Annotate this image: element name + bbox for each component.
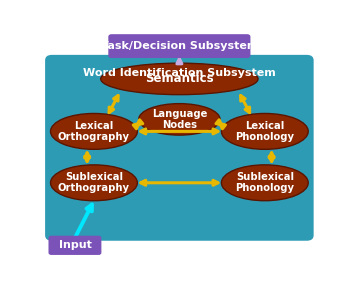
Text: Word Identification Subsystem: Word Identification Subsystem [83, 68, 276, 78]
Ellipse shape [50, 165, 137, 201]
Text: Lexical
Phonology: Lexical Phonology [235, 121, 294, 142]
Ellipse shape [139, 104, 220, 135]
Ellipse shape [50, 114, 137, 149]
Text: Sublexical
Phonology: Sublexical Phonology [235, 172, 294, 193]
Text: Task/Decision Subsystem: Task/Decision Subsystem [101, 41, 258, 51]
Text: Semantics: Semantics [145, 72, 214, 85]
FancyBboxPatch shape [45, 55, 314, 241]
FancyBboxPatch shape [108, 34, 251, 58]
Ellipse shape [101, 63, 258, 95]
Ellipse shape [222, 165, 308, 201]
FancyBboxPatch shape [49, 236, 102, 255]
Text: Language
Nodes: Language Nodes [152, 109, 207, 130]
Text: Lexical
Orthography: Lexical Orthography [58, 121, 130, 142]
Text: Input: Input [58, 240, 91, 250]
Text: Sublexical
Orthography: Sublexical Orthography [58, 172, 130, 193]
Ellipse shape [222, 114, 308, 149]
